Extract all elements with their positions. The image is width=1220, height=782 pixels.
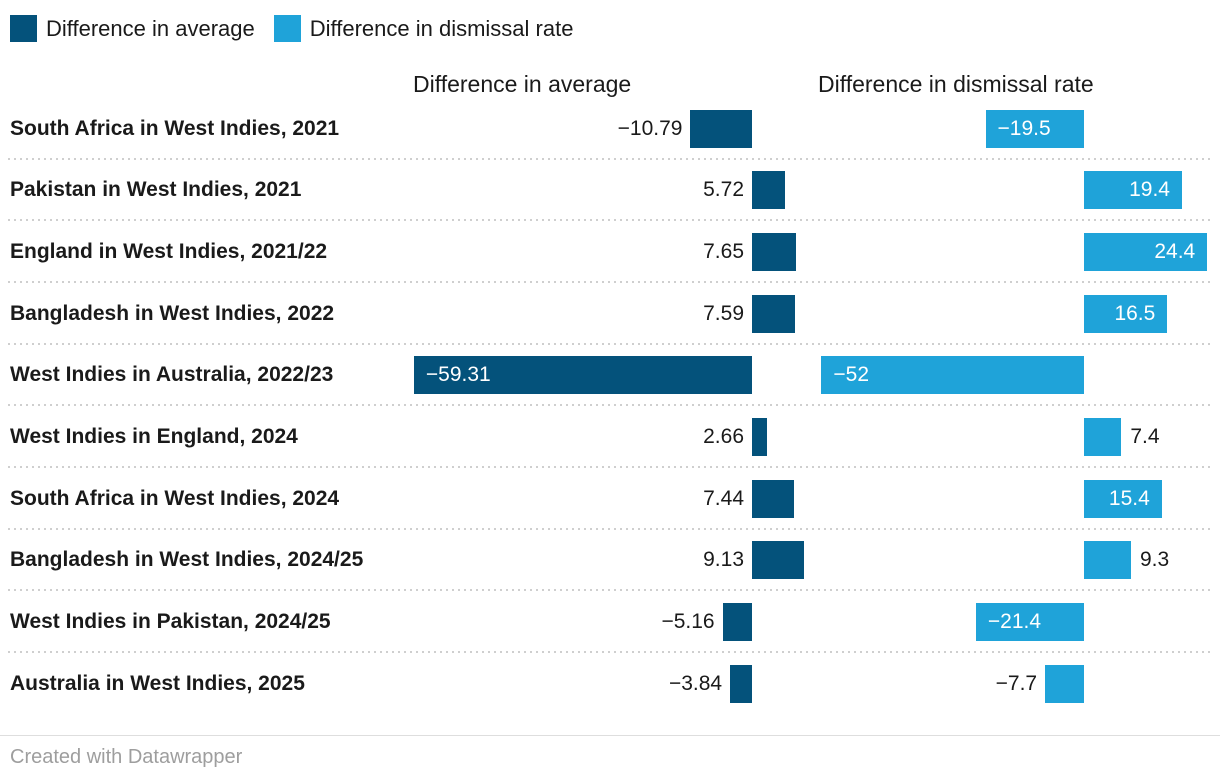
dismissal-value-label: 16.5 <box>1114 301 1156 325</box>
avg-bar <box>690 109 752 148</box>
chart-row: Bangladesh in West Indies, 2024/25 9.13 9.… <box>0 530 1220 592</box>
legend-label-dismissal-rate: Difference in dismissal rate <box>309 16 574 41</box>
avg-bar <box>752 294 796 333</box>
avg-value-label: −3.84 <box>668 671 723 695</box>
datawrapper-credit: Created with Datawrapper <box>10 746 243 768</box>
legend-swatch-dismissal-rate-icon <box>273 15 301 42</box>
dismissal-value-label: −19.5 <box>997 116 1051 140</box>
avg-bar <box>722 603 752 642</box>
dismissal-value-label: −21.4 <box>987 610 1042 634</box>
chart-row: South Africa in West Indies, 2021 −10.79 −… <box>0 98 1220 160</box>
category-label: West Indies in Australia, 2022/23 <box>10 363 334 387</box>
avg-value-label: 9.13 <box>703 548 744 572</box>
chart-row: West Indies in Australia, 2022/23 −59.31 −… <box>0 345 1220 407</box>
category-label: Pakistan in West Indies, 2021 <box>10 178 302 202</box>
column-header-average: Difference in average <box>413 71 632 97</box>
dismissal-bar <box>1045 664 1084 703</box>
dismissal-value-label: 19.4 <box>1129 178 1170 202</box>
avg-value-label: −59.31 <box>425 363 491 387</box>
avg-bar <box>752 541 805 580</box>
legend-item-average: Difference in average <box>10 15 255 42</box>
dismissal-value-label: 7.4 <box>1130 425 1160 449</box>
dismissal-bar <box>1084 171 1182 210</box>
chart-row: England in West Indies, 2021/22 7.65 24.4 <box>0 221 1220 283</box>
chart-row: South Africa in West Indies, 2024 7.44 15.… <box>0 468 1220 530</box>
dismissal-bar <box>821 356 1084 395</box>
dismissal-bar <box>1084 233 1208 272</box>
dismissal-bar <box>1084 479 1162 518</box>
chart-row: Australia in West Indies, 2025 −3.84 −7.7 <box>0 653 1220 715</box>
column-header-dismissal-rate: Difference in dismissal rate <box>818 71 1094 97</box>
avg-bar <box>413 356 752 395</box>
dismissal-value-label: 9.3 <box>1139 548 1170 572</box>
avg-value-label: 7.44 <box>703 486 744 510</box>
dismissal-bar <box>1084 294 1168 333</box>
avg-value-label: 7.65 <box>703 240 744 264</box>
dismissal-value-label: −52 <box>833 363 870 387</box>
legend-label-average: Difference in average <box>46 16 255 41</box>
dismissal-value-label: 24.4 <box>1154 240 1196 264</box>
avg-value-label: 2.66 <box>703 425 744 449</box>
legend-item-dismissal-rate: Difference in dismissal rate <box>273 15 574 42</box>
chart-row: Bangladesh in West Indies, 2022 7.59 16.5 <box>0 283 1220 345</box>
dismissal-bar <box>975 603 1084 642</box>
category-label: West Indies in England, 2024 <box>10 425 298 449</box>
avg-bar <box>730 664 752 703</box>
legend-swatch-average-icon <box>10 15 37 42</box>
category-label: South Africa in West Indies, 2021 <box>10 116 340 140</box>
category-label: England in West Indies, 2021/22 <box>10 240 328 264</box>
category-label: West Indies in Pakistan, 2024/25 <box>10 610 331 634</box>
chart-row: West Indies in England, 2024 2.66 7.4 <box>0 406 1220 468</box>
category-label: Bangladesh in West Indies, 2022 <box>10 301 335 325</box>
footer-divider <box>0 735 1220 736</box>
dismissal-value-label: 15.4 <box>1108 486 1150 510</box>
chart-rows: South Africa in West Indies, 2021 −10.79 −… <box>0 98 1220 715</box>
avg-value-label: 7.59 <box>703 301 744 325</box>
avg-value-label: −5.16 <box>661 610 715 634</box>
chart-row: West Indies in Pakistan, 2024/25 −5.16 −21… <box>0 591 1220 653</box>
dismissal-bar <box>1084 418 1122 457</box>
avg-bar <box>752 171 785 210</box>
avg-value-label: 5.72 <box>703 178 744 202</box>
legend: Difference in average Difference in dism… <box>10 15 573 42</box>
dismissal-bar <box>1084 541 1131 580</box>
category-label: Bangladesh in West Indies, 2024/25 <box>10 548 364 572</box>
dismissal-value-label: −7.7 <box>995 671 1038 695</box>
category-label: Australia in West Indies, 2025 <box>10 671 305 695</box>
avg-bar <box>752 233 796 272</box>
category-label: South Africa in West Indies, 2024 <box>10 486 340 510</box>
avg-bar <box>752 479 795 518</box>
chart-row: Pakistan in West Indies, 2021 5.72 19.4 <box>0 160 1220 222</box>
avg-value-label: −10.79 <box>617 116 683 140</box>
dismissal-bar <box>985 109 1084 148</box>
avg-bar <box>752 418 768 457</box>
